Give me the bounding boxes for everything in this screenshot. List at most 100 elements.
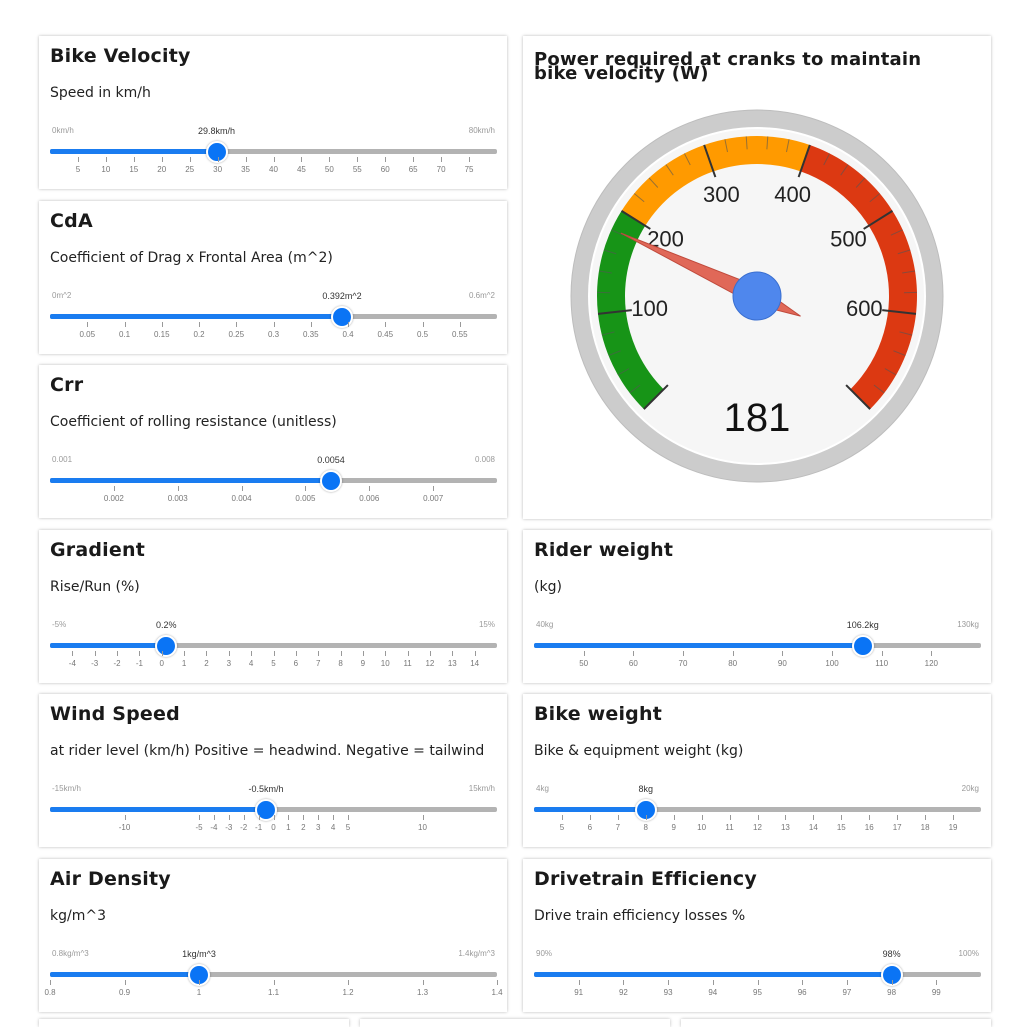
slider-tick: [892, 980, 893, 985]
slider-tick: [236, 322, 237, 327]
slider-min-label: 0.8kg/m^3: [52, 949, 89, 958]
slider-tick-label: 0: [160, 659, 164, 668]
gauge-scale-label: 600: [846, 296, 883, 321]
crr-card: Crr Coefficient of rolling resistance (u…: [39, 365, 507, 518]
air-density-card: Air Density kg/m^3 0.8kg/m^3 1.4kg/m^3 1…: [39, 859, 507, 1012]
slider-tick-label: 5: [346, 823, 350, 832]
slider-tick-label: 9: [361, 659, 365, 668]
card-title: Drivetrain Efficiency: [534, 868, 757, 890]
slider-tick-label: 1: [182, 659, 186, 668]
slider-tick: [562, 815, 563, 820]
slider-tick: [333, 815, 334, 820]
slider-tick: [618, 815, 619, 820]
slider-fill: [50, 149, 217, 154]
slider-tick-label: 80: [728, 659, 737, 668]
slider-tick: [897, 815, 898, 820]
slider-tick-label: -2: [113, 659, 120, 668]
slider-tick: [87, 322, 88, 327]
slider-tick: [229, 815, 230, 820]
card-title: Bike weight: [534, 703, 662, 725]
slider-fill: [50, 972, 199, 977]
gauge-scale-label: 400: [774, 182, 811, 207]
slider-tick: [357, 157, 358, 162]
drivetrain-efficiency-card: Drivetrain Efficiency Drive train effici…: [523, 859, 991, 1012]
slider-tick: [106, 157, 107, 162]
slider-min-label: 0.001: [52, 455, 72, 464]
card-description: Drive train efficiency losses %: [534, 908, 745, 924]
slider-tick: [413, 157, 414, 162]
slider-min-label: -5%: [52, 620, 66, 629]
slider-tick: [475, 651, 476, 656]
slider-tick: [841, 815, 842, 820]
slider-tick-label: 14: [470, 659, 479, 668]
gauge-scale-label: 300: [703, 182, 740, 207]
slider-tick-label: 100: [825, 659, 838, 668]
slider-tick-label: 0.006: [359, 494, 379, 503]
card-description: Rise/Run (%): [50, 579, 140, 595]
slider-tick: [813, 815, 814, 820]
slider-tick: [423, 980, 424, 985]
slider-tick: [117, 651, 118, 656]
slider-tick: [274, 815, 275, 820]
slider-tick-label: 1.1: [268, 988, 279, 997]
gauge-title: Power required at cranks to maintain bik…: [534, 53, 971, 81]
slider-tick: [430, 651, 431, 656]
slider-tick: [125, 815, 126, 820]
bike-velocity-card: Bike Velocity Speed in km/h 0km/h 80km/h…: [39, 36, 507, 189]
slider-tick: [730, 815, 731, 820]
bike-weight-card: Bike weight Bike & equipment weight (kg)…: [523, 694, 991, 847]
slider-tick-label: 0.35: [303, 330, 319, 339]
slider-tick: [441, 157, 442, 162]
slider-max-label: 15%: [479, 620, 495, 629]
slider-tick-label: 110: [875, 659, 888, 668]
power-gauge-card: Power required at cranks to maintain bik…: [523, 36, 991, 519]
slider-tick: [590, 815, 591, 820]
slider-tick-label: 0.002: [104, 494, 124, 503]
slider-tick-label: 20: [157, 165, 166, 174]
slider-max-label: 20kg: [962, 784, 979, 793]
slider-tick: [931, 651, 932, 656]
slider-tick: [274, 157, 275, 162]
slider-tick-label: 96: [798, 988, 807, 997]
slider-tick-label: -1: [255, 823, 262, 832]
slider-tick-label: 3: [316, 823, 320, 832]
slider-tick: [646, 815, 647, 820]
slider-tick-label: 19: [949, 823, 958, 832]
slider-tick: [733, 651, 734, 656]
slider-tick-label: 93: [664, 988, 673, 997]
slider-fill: [50, 478, 331, 483]
slider-tick: [936, 980, 937, 985]
gauge-scale-label: 100: [631, 296, 668, 321]
next-card-partial: [681, 1019, 991, 1027]
slider-max-label: 130kg: [957, 620, 979, 629]
slider-tick: [78, 157, 79, 162]
slider-tick: [385, 651, 386, 656]
slider-tick-label: -10: [119, 823, 131, 832]
slider-tick: [363, 651, 364, 656]
slider-fill: [50, 643, 166, 648]
card-description: (kg): [534, 579, 562, 595]
slider-tick: [785, 815, 786, 820]
slider-tick-label: 0.25: [228, 330, 244, 339]
slider-tick-label: 0.2: [193, 330, 204, 339]
slider-tick-label: -1: [136, 659, 143, 668]
slider-tick-label: -3: [91, 659, 98, 668]
wind-speed-card: Wind Speed at rider level (km/h) Positiv…: [39, 694, 507, 847]
card-description: Coefficient of Drag x Frontal Area (m^2): [50, 250, 333, 266]
slider-tick: [623, 980, 624, 985]
slider-tick-label: 13: [448, 659, 457, 668]
slider-tick-label: 18: [921, 823, 930, 832]
slider-tick: [758, 980, 759, 985]
card-title: Crr: [50, 374, 83, 396]
